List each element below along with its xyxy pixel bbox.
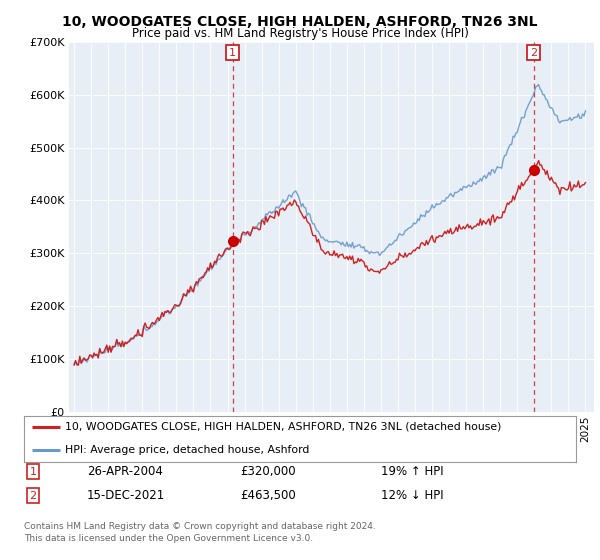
Text: 26-APR-2004: 26-APR-2004 [87,465,163,478]
Text: 10, WOODGATES CLOSE, HIGH HALDEN, ASHFORD, TN26 3NL: 10, WOODGATES CLOSE, HIGH HALDEN, ASHFOR… [62,15,538,29]
Text: £463,500: £463,500 [240,489,296,502]
Text: £320,000: £320,000 [240,465,296,478]
Text: 2: 2 [530,48,537,58]
Text: Price paid vs. HM Land Registry's House Price Index (HPI): Price paid vs. HM Land Registry's House … [131,27,469,40]
Text: Contains HM Land Registry data © Crown copyright and database right 2024.
This d: Contains HM Land Registry data © Crown c… [24,522,376,543]
Text: HPI: Average price, detached house, Ashford: HPI: Average price, detached house, Ashf… [65,445,310,455]
Text: 15-DEC-2021: 15-DEC-2021 [87,489,165,502]
Text: 19% ↑ HPI: 19% ↑ HPI [381,465,443,478]
Text: 12% ↓ HPI: 12% ↓ HPI [381,489,443,502]
Text: 1: 1 [29,466,37,477]
Text: 1: 1 [229,48,236,58]
Text: 2: 2 [29,491,37,501]
Text: 10, WOODGATES CLOSE, HIGH HALDEN, ASHFORD, TN26 3NL (detached house): 10, WOODGATES CLOSE, HIGH HALDEN, ASHFOR… [65,422,502,432]
